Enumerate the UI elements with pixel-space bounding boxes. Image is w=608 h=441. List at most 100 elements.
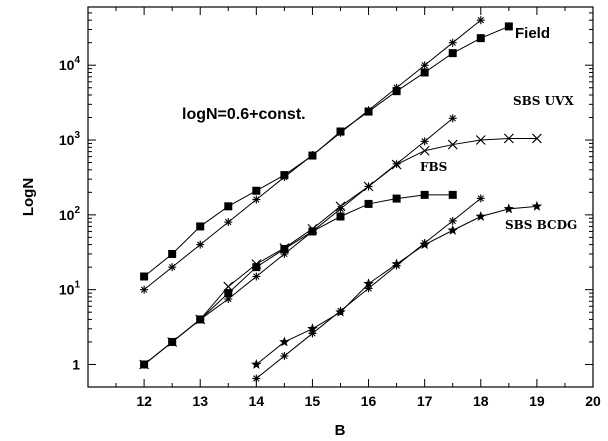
data-point-uvx-ref bbox=[448, 114, 457, 123]
data-point-field bbox=[504, 22, 513, 31]
data-point-fbs bbox=[336, 212, 345, 221]
data-point-uvx-ref bbox=[252, 272, 261, 281]
data-point-uvx-ref bbox=[364, 182, 373, 191]
data-point-fbs bbox=[420, 190, 429, 199]
data-point-fbs bbox=[140, 360, 149, 369]
series-markers bbox=[139, 16, 543, 383]
x-tick-label: 13 bbox=[192, 393, 208, 409]
data-point-sbs-bcdg bbox=[363, 278, 374, 289]
cross-stroke bbox=[447, 139, 458, 150]
x-tick-label: 20 bbox=[585, 393, 601, 409]
y-tick-base: 1 bbox=[72, 356, 80, 372]
data-point-fbs bbox=[448, 190, 457, 199]
data-point-field-ref bbox=[448, 38, 457, 47]
asterisk-stroke bbox=[253, 196, 260, 203]
data-point-fbs bbox=[308, 227, 317, 236]
data-point-sbs-bcdg bbox=[475, 211, 487, 221]
asterisk-stroke bbox=[477, 16, 484, 24]
series-points-field bbox=[140, 22, 513, 281]
annotation-formula: logN=0.6+const. bbox=[182, 106, 306, 123]
y-tick-exponent: 3 bbox=[74, 130, 80, 141]
x-tick-label: 17 bbox=[417, 393, 433, 409]
data-point-fbs bbox=[196, 315, 205, 324]
asterisk-stroke bbox=[168, 263, 176, 271]
data-point-field bbox=[420, 68, 429, 77]
data-point-bcdg-ref bbox=[420, 239, 429, 248]
star-marker bbox=[251, 358, 262, 369]
y-tick-label: 1 bbox=[72, 356, 80, 372]
star-marker bbox=[503, 203, 515, 214]
square-marker bbox=[420, 190, 429, 199]
data-point-bcdg-ref bbox=[448, 216, 457, 225]
y-tick-label: 102 bbox=[59, 205, 81, 223]
data-point-fbs bbox=[392, 194, 401, 203]
asterisk-stroke bbox=[477, 195, 484, 202]
data-point-uvx-ref bbox=[392, 159, 401, 168]
asterisk-stroke bbox=[281, 352, 288, 360]
asterisk-stroke bbox=[421, 239, 428, 247]
annotation-sbs-bcdg: SBS BCDG bbox=[505, 218, 577, 232]
x-tick-labels: 12 13 14 15 16 17 18 19 20 bbox=[136, 393, 601, 409]
x-tick-label: 16 bbox=[361, 393, 377, 409]
data-point-bcdg-ref bbox=[364, 284, 373, 293]
asterisk-stroke bbox=[365, 183, 372, 190]
y-tick-base: 10 bbox=[59, 57, 75, 73]
data-point-sbs-bcdg bbox=[447, 224, 458, 235]
asterisk-stroke bbox=[365, 107, 372, 114]
star-marker bbox=[447, 224, 458, 235]
y-axis-title: LogN bbox=[20, 178, 37, 216]
square-marker bbox=[196, 222, 205, 231]
asterisk-stroke bbox=[365, 285, 372, 292]
series-points-fbs bbox=[140, 190, 457, 369]
series-lines bbox=[143, 19, 537, 379]
square-marker bbox=[168, 249, 177, 258]
asterisk-stroke bbox=[337, 205, 344, 213]
asterisk-stroke bbox=[421, 138, 428, 145]
square-marker bbox=[140, 272, 149, 281]
asterisk-stroke bbox=[337, 307, 344, 315]
data-point-fbs bbox=[168, 337, 177, 346]
data-point-sbs-bcdg bbox=[251, 358, 262, 369]
data-point-fbs bbox=[364, 199, 373, 208]
square-marker bbox=[252, 263, 261, 272]
annotation-fbs: FBS bbox=[420, 160, 447, 174]
cross-stroke bbox=[532, 133, 542, 144]
series-points-field-ref bbox=[140, 16, 485, 294]
data-point-field-ref bbox=[252, 195, 261, 204]
asterisk-stroke bbox=[393, 160, 400, 168]
asterisk-stroke bbox=[253, 375, 260, 382]
square-marker bbox=[336, 212, 345, 221]
y-tick-exponent: 4 bbox=[74, 55, 80, 66]
data-point-field bbox=[224, 202, 233, 211]
y-tick-base: 10 bbox=[59, 282, 75, 298]
data-point-field-ref bbox=[196, 240, 205, 249]
data-point-uvx-ref bbox=[336, 204, 345, 213]
data-point-bcdg-ref bbox=[336, 306, 345, 315]
asterisk-stroke bbox=[309, 330, 316, 337]
axis-ticks bbox=[87, 6, 594, 387]
square-marker bbox=[448, 190, 457, 199]
annotation-field: Field bbox=[515, 25, 550, 42]
square-marker bbox=[420, 68, 429, 77]
data-point-sbs-uvx bbox=[503, 133, 514, 144]
data-point-bcdg-ref bbox=[280, 351, 289, 360]
series-points-sbs-bcdg bbox=[251, 200, 543, 369]
series-points-uvx-ref bbox=[140, 114, 457, 369]
x-tick-label: 18 bbox=[473, 393, 489, 409]
series-line-sbs-uvx bbox=[143, 137, 537, 365]
x-axis-title: B bbox=[335, 422, 346, 439]
data-point-bcdg-ref bbox=[308, 329, 317, 338]
y-tick-exponent: 1 bbox=[74, 280, 80, 291]
asterisk-stroke bbox=[197, 241, 204, 248]
data-point-field bbox=[448, 49, 457, 58]
data-point-field-ref bbox=[336, 128, 345, 137]
square-marker bbox=[448, 49, 457, 58]
series-line-fbs bbox=[143, 194, 453, 365]
cross-stroke bbox=[475, 135, 486, 145]
asterisk-stroke bbox=[253, 273, 260, 280]
square-marker bbox=[504, 22, 513, 31]
square-marker bbox=[392, 194, 401, 203]
y-tick-base: 10 bbox=[59, 132, 75, 148]
